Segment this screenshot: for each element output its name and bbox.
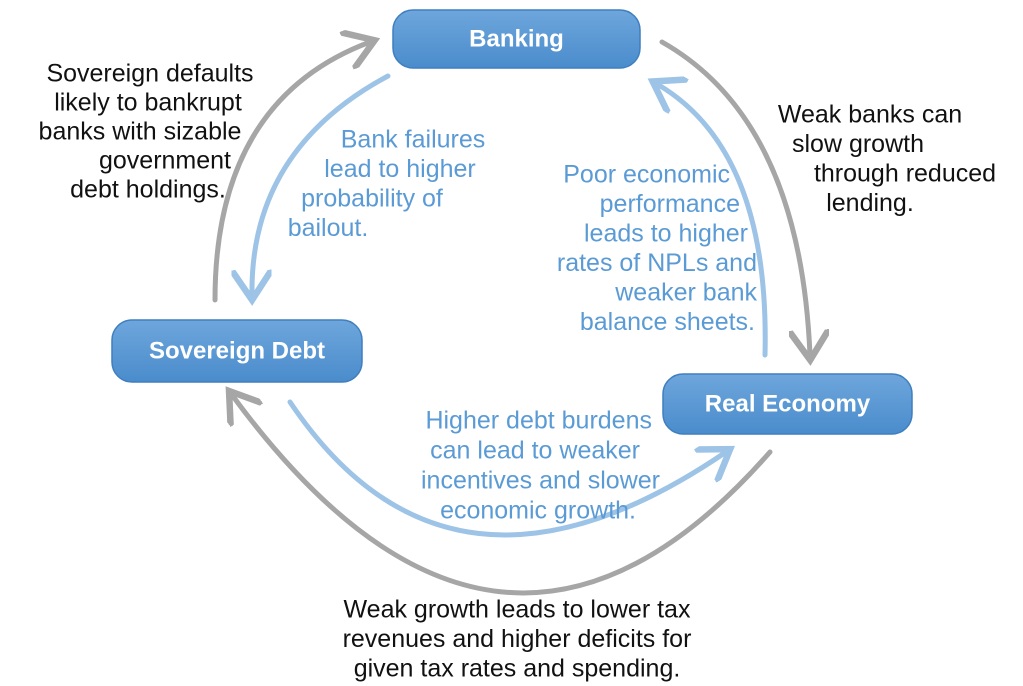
annotation-line: leads to higher: [584, 220, 748, 248]
annotation-line: Sovereign defaults: [46, 60, 253, 88]
arrow: [232, 395, 773, 596]
annotation-line: banks with sizable: [39, 118, 242, 146]
node-label: Sovereign Debt: [149, 337, 325, 364]
annotation-line: through reduced: [814, 160, 996, 188]
arrow: [287, 399, 726, 538]
annotation-line: incentives and slower: [421, 467, 660, 495]
annotation-line: can lead to weaker: [430, 437, 640, 465]
annotation-line: given tax rates and spending.: [354, 655, 681, 683]
node-box: [662, 373, 913, 435]
annotation-line: rates of NPLs and: [557, 249, 757, 277]
annotation-line: likely to bankrupt: [54, 89, 242, 117]
annotation-line: Weak banks can: [778, 101, 962, 129]
annotation-line: revenues and higher deficits for: [343, 625, 692, 653]
annotation-line: Weak growth leads to lower tax: [344, 596, 691, 624]
annotation-line: Poor economic: [563, 161, 730, 189]
annotation-line: debt holdings.: [70, 176, 226, 204]
annotation-line: lead to higher: [324, 155, 476, 183]
annotation-line: slow growth: [792, 130, 924, 158]
node-label: Real Economy: [705, 390, 871, 417]
arrow: [657, 84, 768, 358]
arrow: [212, 42, 370, 303]
node-label: Banking: [469, 25, 564, 52]
annotation-line: balance sheets.: [580, 308, 755, 336]
annotation-line: probability of: [301, 185, 443, 213]
arrow: [252, 73, 391, 295]
annotation-line: government: [99, 147, 231, 175]
annotation-line: economic growth.: [440, 497, 636, 525]
annotation-line: bailout.: [288, 214, 369, 242]
annotation-line: Higher debt burdens: [425, 407, 652, 435]
annotation-line: Bank failures: [341, 126, 486, 154]
annotation-line: lending.: [826, 189, 914, 217]
arrow: [659, 39, 810, 355]
annotation-line: weaker bank: [614, 279, 757, 307]
node-box: [111, 319, 363, 383]
annotation-line: performance: [600, 190, 740, 218]
node-box: [392, 9, 641, 69]
